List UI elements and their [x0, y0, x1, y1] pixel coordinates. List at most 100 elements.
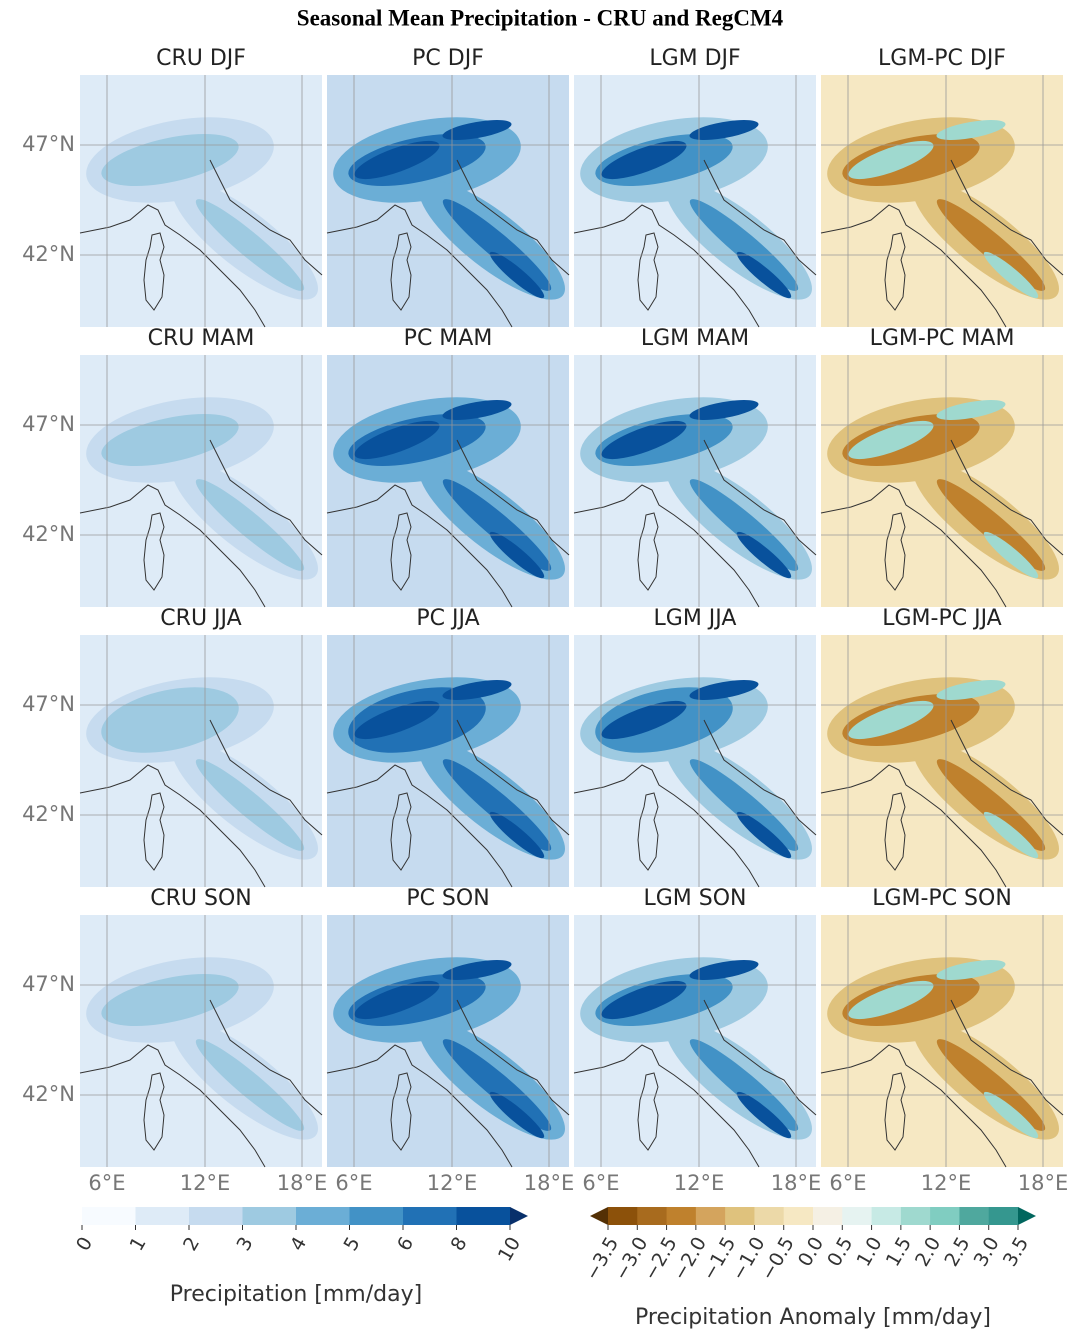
precip-region [736, 531, 792, 579]
colorbar-tick-label: 8 [446, 1233, 471, 1254]
coastline [79, 484, 266, 608]
lon-label: 18°E [524, 1171, 575, 1195]
map-panel [573, 75, 817, 328]
panel-title: PC SON [406, 886, 489, 911]
colorbar-tick-label: 4 [286, 1233, 311, 1254]
coastline [703, 999, 817, 1116]
coastline [456, 439, 570, 556]
panel-title: LGM-PC JJA [882, 606, 1002, 631]
lon-label: 18°E [277, 1171, 328, 1195]
precip-region [489, 531, 545, 579]
map-panel [326, 75, 570, 328]
island [884, 792, 906, 871]
island [884, 512, 906, 591]
precip-region [601, 700, 687, 740]
island [637, 792, 659, 871]
coastline [573, 204, 760, 328]
panel-title: LGM SON [643, 886, 746, 911]
panel-title: LGM-PC MAM [870, 326, 1015, 351]
coastline [950, 999, 1064, 1116]
precip-region [354, 700, 440, 740]
precip-region [936, 479, 1046, 571]
colorbar-swatch [608, 1207, 638, 1225]
map-panel [820, 635, 1064, 888]
precip-region [101, 974, 239, 1026]
island [390, 232, 412, 311]
island [637, 232, 659, 311]
coastline [820, 204, 1007, 328]
coastline [456, 999, 570, 1116]
coastline [820, 484, 1007, 608]
precip-region [442, 199, 552, 291]
panel-title: LGM MAM [641, 326, 749, 351]
precip-region [195, 479, 305, 571]
colorbar-extension [510, 1207, 528, 1225]
colorbar-swatch [695, 1207, 726, 1225]
coastline [703, 719, 817, 836]
panel-title: PC DJF [412, 46, 484, 71]
precip-region [936, 759, 1046, 851]
colorbar-swatch [189, 1207, 243, 1225]
precip-region [101, 414, 239, 466]
island [637, 1072, 659, 1151]
precip-region [983, 531, 1039, 579]
panel-title: PC JJA [416, 606, 479, 631]
colorbar-swatch [842, 1207, 873, 1225]
lon-label: 12°E [180, 1171, 231, 1195]
map-panel [79, 915, 323, 1168]
coastline [703, 159, 817, 276]
colorbar-tick-label: 10 [494, 1233, 525, 1265]
lon-label: 12°E [427, 1171, 478, 1195]
precip-region [689, 759, 799, 851]
precip-region [354, 140, 440, 180]
coastline [820, 1044, 1007, 1168]
precip-region [848, 140, 934, 180]
island [884, 232, 906, 311]
colorbar-tick-label: 0.0 [794, 1233, 828, 1270]
coastline [573, 764, 760, 888]
island [143, 232, 165, 311]
island [143, 512, 165, 591]
lon-label: 18°E [771, 1171, 822, 1195]
precip-region [601, 420, 687, 460]
precip-region [736, 811, 792, 859]
colorbar-extension [1018, 1207, 1036, 1225]
precip-region [442, 759, 552, 851]
colorbar-swatch [135, 1207, 190, 1225]
colorbar-tick-label: 1.0 [853, 1233, 887, 1270]
lat-label: 42°N [22, 242, 75, 266]
precip-region [689, 960, 759, 980]
panel-title: CRU JJA [160, 606, 241, 631]
panel-title: CRU DJF [156, 46, 246, 71]
precip-region [489, 1091, 545, 1139]
island [390, 792, 412, 871]
precip-region [689, 680, 759, 700]
lon-label: 6°E [829, 1171, 866, 1195]
precip-region [354, 980, 440, 1020]
colorbar-tick-label: 6 [393, 1233, 418, 1254]
map-panel [79, 635, 323, 888]
colorbar-swatch [871, 1207, 902, 1225]
coastline [703, 439, 817, 556]
colorbar-swatch [900, 1207, 931, 1225]
coastline [950, 159, 1064, 276]
colorbar-tick-label: 0 [72, 1233, 97, 1254]
map-panel [79, 75, 323, 328]
lon-label: 12°E [921, 1171, 972, 1195]
precip-region [689, 1039, 799, 1131]
map-panel [820, 355, 1064, 608]
colorbar-swatch [666, 1207, 697, 1225]
colorbar-swatch [930, 1207, 960, 1225]
panel-title: LGM-PC SON [872, 886, 1012, 911]
precip-region [442, 400, 512, 420]
coastline [820, 764, 1007, 888]
island [390, 1072, 412, 1151]
coastline [326, 484, 513, 608]
colorbar-tick-label: 2 [179, 1233, 204, 1254]
coastline [79, 1044, 266, 1168]
lat-label: 47°N [22, 692, 75, 716]
precip-region [489, 811, 545, 859]
lon-label: 6°E [582, 1171, 619, 1195]
precip-region [442, 960, 512, 980]
colorbar-swatch [813, 1207, 843, 1225]
